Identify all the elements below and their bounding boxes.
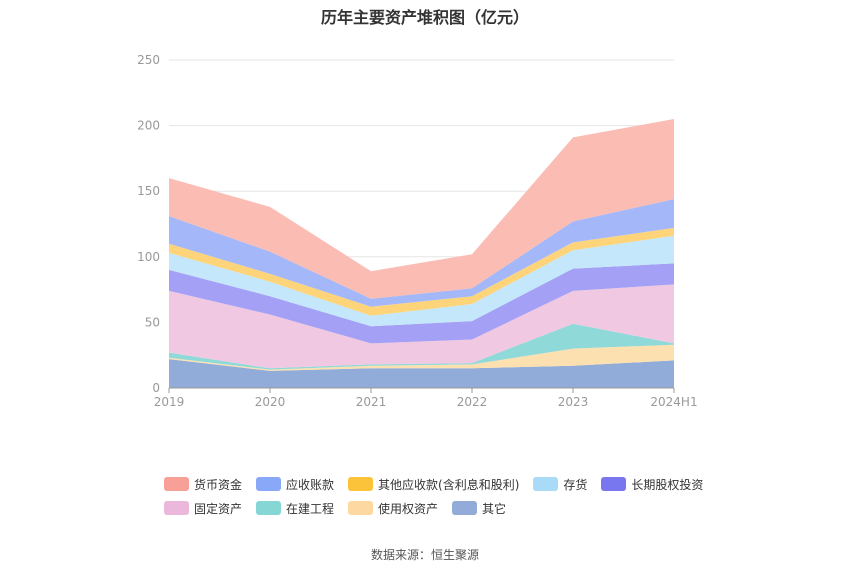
legend-swatch	[348, 477, 374, 491]
y-tick-label: 250	[137, 53, 160, 67]
chart-title: 历年主要资产堆积图（亿元）	[320, 8, 529, 27]
x-tick-label: 2022	[457, 395, 488, 409]
legend-label: 在建工程	[286, 501, 335, 516]
legend-swatch	[348, 501, 374, 515]
legend-label: 固定资产	[194, 501, 243, 516]
area-3	[169, 284, 674, 369]
area-series	[169, 119, 674, 388]
y-tick-label: 50	[145, 315, 160, 329]
area-2	[169, 323, 674, 370]
legend-item[interactable]: 使用权资产	[348, 500, 438, 517]
legend-item[interactable]: 固定资产	[164, 500, 242, 517]
legend-item[interactable]: 存货	[533, 476, 587, 493]
legend-swatch	[164, 501, 189, 515]
area-4	[169, 263, 674, 344]
legend-label: 货币资金	[194, 477, 243, 492]
x-tick-label: 2024H1	[650, 395, 697, 409]
area-7	[169, 199, 674, 307]
axes: 0 50 100 150 200 250 2019 2020 2021 2022 2023 2024H…	[137, 53, 698, 409]
legend-row-2: 固定资产 在建工程 使用权资产 其它	[164, 496, 724, 520]
legend-swatch	[164, 477, 189, 491]
y-tick-label: 100	[137, 250, 160, 264]
legend-label: 使用权资产	[378, 501, 439, 516]
legend-swatch	[256, 477, 282, 491]
legend-label: 应收账款	[286, 477, 335, 492]
area-5	[169, 235, 674, 327]
legend-label: 其它	[482, 501, 507, 516]
stacked-area-chart: 0 50 100 150 200 250 2019 2020 2021 2022 2023 2024H…	[137, 53, 698, 409]
legend-item[interactable]: 在建工程	[256, 500, 334, 517]
legend-item[interactable]: 应收账款	[256, 476, 334, 493]
x-tick-label: 2019	[154, 395, 185, 409]
legend-swatch	[601, 477, 627, 491]
legend-label: 其他应收款(含利息和股利)	[378, 477, 520, 492]
x-tick-label: 2023	[558, 395, 589, 409]
area-0	[169, 359, 674, 388]
legend-swatch	[452, 501, 478, 515]
area-8	[169, 119, 674, 299]
legend-row-1: 货币资金 应收账款 其他应收款(含利息和股利) 存货 长期股权投资	[164, 472, 724, 496]
y-tick-label: 150	[137, 184, 160, 198]
legend-item[interactable]: 其它	[452, 500, 506, 517]
data-source: 数据来源：恒生聚源	[370, 548, 479, 562]
legend: 货币资金 应收账款 其他应收款(含利息和股利) 存货 长期股权投资 固定资产 在建工程 使用…	[164, 472, 724, 520]
y-tick-label: 0	[152, 381, 160, 395]
legend-item[interactable]: 其他应收款(含利息和股利)	[348, 476, 519, 493]
legend-label: 长期股权投资	[631, 477, 704, 492]
area-6	[169, 227, 674, 316]
x-tick-label: 2020	[255, 395, 286, 409]
legend-swatch	[533, 477, 559, 491]
area-1	[169, 344, 674, 371]
x-tick-label: 2021	[356, 395, 387, 409]
legend-item[interactable]: 长期股权投资	[601, 476, 703, 493]
legend-swatch	[256, 501, 282, 515]
y-tick-label: 200	[137, 119, 160, 133]
legend-label: 存货	[563, 477, 588, 492]
legend-item[interactable]: 货币资金	[164, 476, 242, 493]
